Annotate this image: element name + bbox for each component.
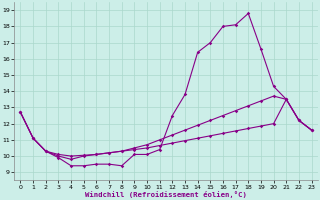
X-axis label: Windchill (Refroidissement éolien,°C): Windchill (Refroidissement éolien,°C) xyxy=(85,191,247,198)
